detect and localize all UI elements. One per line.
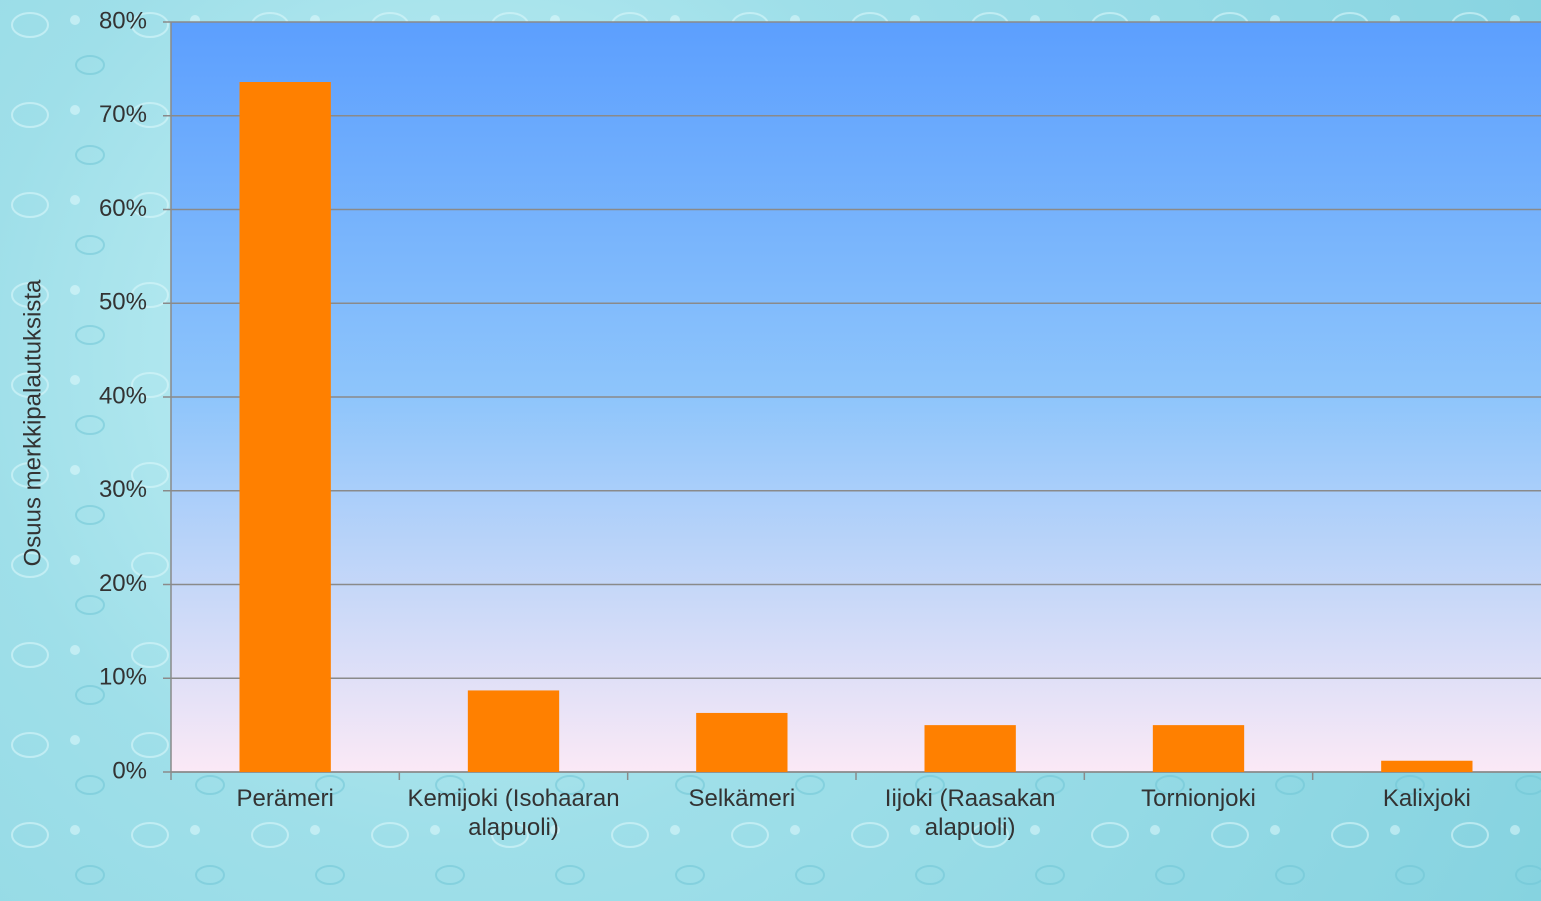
y-tick-label: 70% <box>99 101 147 128</box>
bar <box>696 712 788 772</box>
bar <box>1152 725 1245 772</box>
y-tick-label: 60% <box>99 195 147 222</box>
bar <box>924 725 1016 772</box>
x-tick-label: Kalixjoki <box>1382 785 1471 812</box>
y-axis-label: Osuus merkkipalautuksista <box>19 279 46 566</box>
bar <box>239 82 331 772</box>
y-tick-label: 40% <box>99 382 147 409</box>
y-tick-label: 30% <box>99 476 147 503</box>
y-tick-label: 50% <box>99 289 147 316</box>
x-tick-label: Kemijoki (Isohaaran alapuoli) <box>407 785 620 841</box>
y-tick-label: 10% <box>99 664 147 691</box>
y-tick-label: 0% <box>112 757 147 784</box>
y-tick-label: 20% <box>99 570 147 597</box>
x-tick-label: Selkämeri <box>688 785 796 812</box>
bar <box>467 690 560 772</box>
x-tick-label: Perämeri <box>236 785 334 812</box>
y-tick-label: 80% <box>99 7 147 34</box>
bar <box>1381 760 1473 772</box>
x-tick-label: Tornionjoki <box>1141 785 1256 812</box>
x-tick-label: Iijoki (Raasakan alapuoli) <box>884 785 1056 841</box>
